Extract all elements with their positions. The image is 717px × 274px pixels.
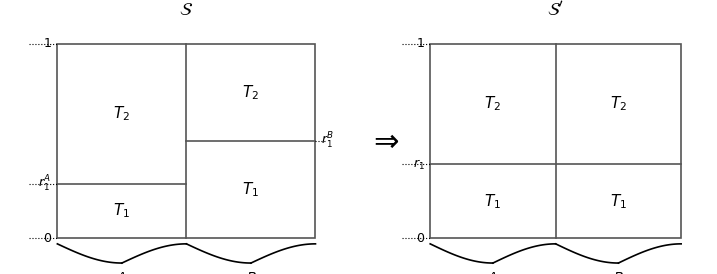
Text: $T_1$: $T_1$ [485, 192, 501, 211]
Text: $B$: $B$ [613, 271, 624, 274]
Text: 0: 0 [417, 232, 424, 245]
Text: $\Rightarrow$: $\Rightarrow$ [368, 127, 399, 156]
Text: $\mathcal{S}'$: $\mathcal{S}'$ [547, 0, 564, 19]
Text: $T_1$: $T_1$ [242, 180, 260, 199]
Text: 0: 0 [44, 232, 52, 245]
Text: $r_1^B$: $r_1^B$ [321, 131, 335, 151]
Text: $T_2$: $T_2$ [113, 104, 130, 123]
Text: $A$: $A$ [116, 271, 128, 274]
Text: 1: 1 [44, 37, 52, 50]
Text: $T_1$: $T_1$ [113, 202, 130, 221]
Text: $A$: $A$ [488, 271, 498, 274]
Text: $T_2$: $T_2$ [610, 95, 627, 113]
Text: $T_2$: $T_2$ [485, 95, 501, 113]
Text: $B$: $B$ [246, 271, 256, 274]
Text: $T_1$: $T_1$ [610, 192, 627, 211]
Text: $T_2$: $T_2$ [242, 83, 260, 102]
Text: $\mathcal{S}$: $\mathcal{S}$ [179, 1, 194, 19]
Text: $r_1^A$: $r_1^A$ [39, 174, 52, 194]
Text: $r_1$: $r_1$ [412, 157, 424, 172]
Text: 1: 1 [417, 37, 424, 50]
